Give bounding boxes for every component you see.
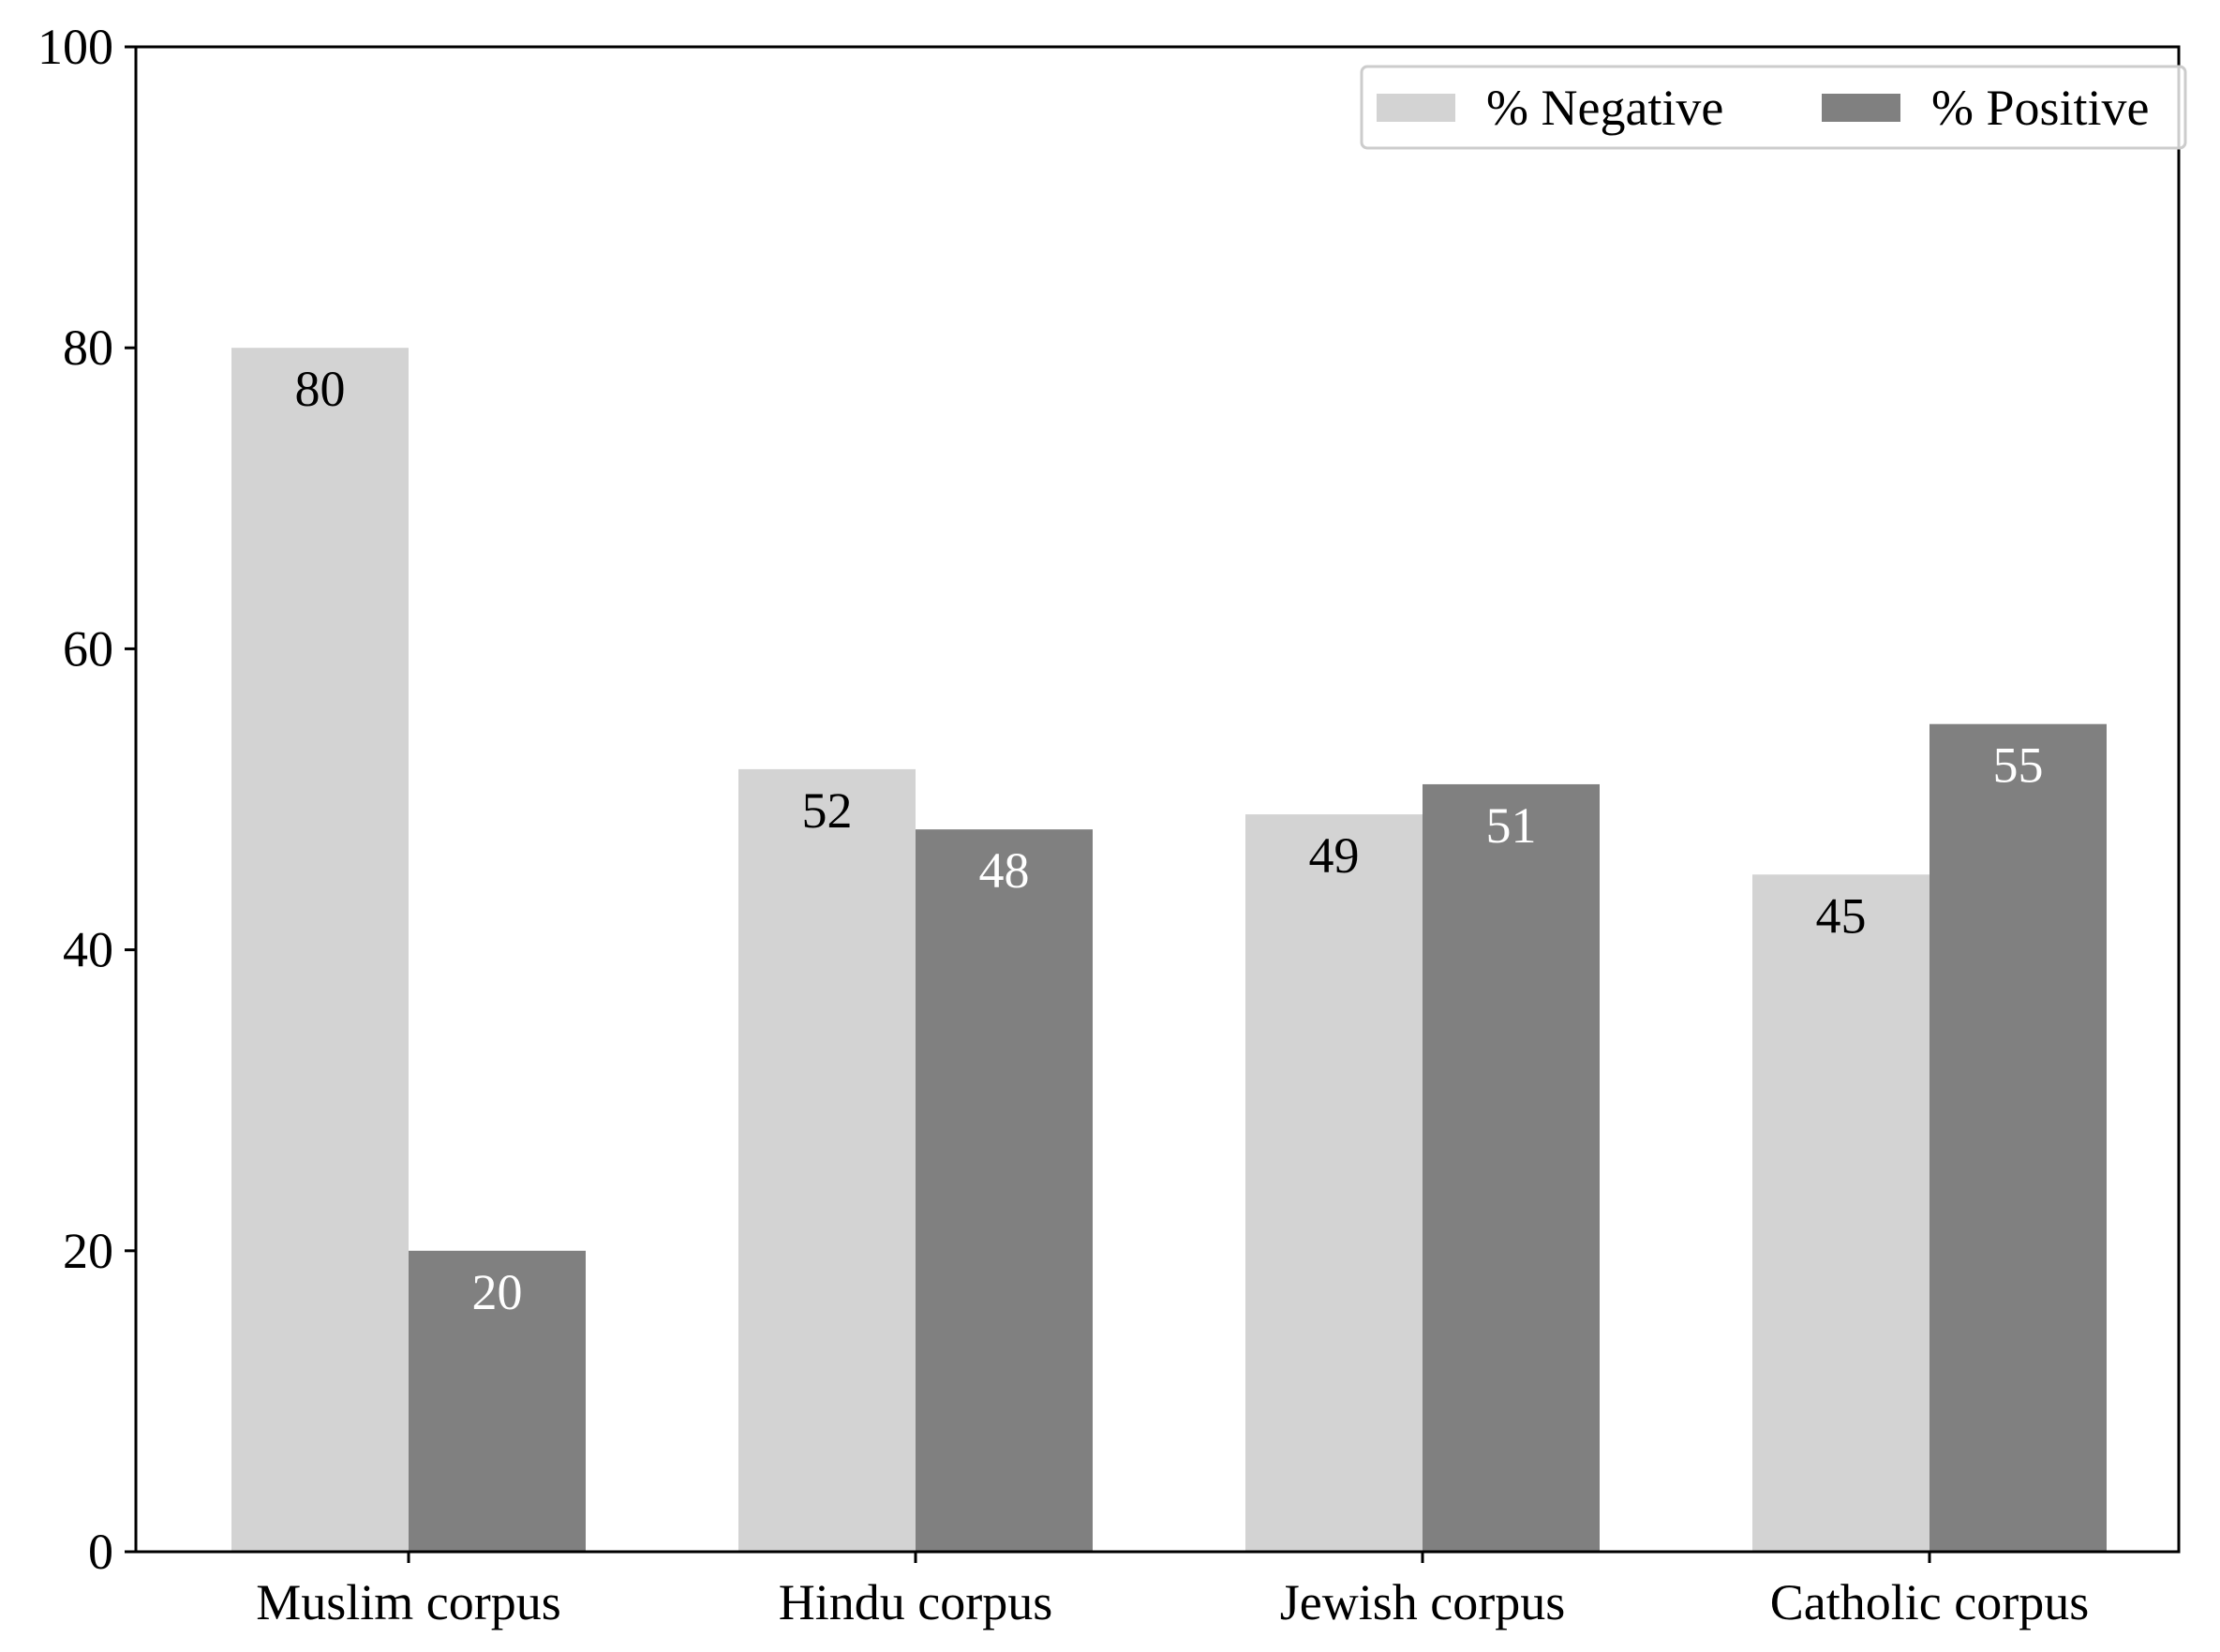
bar-catholic-corpus-negative <box>1752 874 1929 1552</box>
legend-label-negative: % Negative <box>1486 80 1723 136</box>
bar-jewish-corpus-negative <box>1245 814 1423 1552</box>
bar-hindu-corpus-positive <box>916 829 1093 1552</box>
y-axis-ticks: 0 20 40 60 80 100 <box>37 19 136 1580</box>
legend-swatch-positive <box>1822 94 1900 122</box>
y-tick-label: 80 <box>63 320 113 376</box>
bar-jewish-corpus-positive <box>1423 783 1600 1552</box>
bar-muslim-corpus-positive <box>409 1250 586 1552</box>
x-tick-label: Hindu corpus <box>779 1574 1052 1630</box>
bar-value-label-jewish-corpus-positive: 51 <box>1486 797 1537 854</box>
y-tick-label: 40 <box>63 922 113 978</box>
bar-catholic-corpus-positive <box>1929 723 2107 1552</box>
bar-value-label-catholic-corpus-positive: 55 <box>1993 737 2044 794</box>
y-tick-label: 20 <box>63 1223 113 1279</box>
y-tick-label: 0 <box>88 1524 113 1580</box>
legend-label-positive: % Positive <box>1931 80 2150 136</box>
bars-group <box>231 348 2107 1553</box>
bar-value-label-muslim-corpus-positive: 20 <box>472 1264 523 1320</box>
bar-value-label-jewish-corpus-negative: 49 <box>1309 827 1360 884</box>
x-tick-label: Jewish corpus <box>1280 1574 1565 1630</box>
legend-swatch-negative <box>1377 94 1455 122</box>
x-tick-label: Catholic corpus <box>1770 1574 2089 1630</box>
legend-box <box>1360 65 2187 150</box>
bar-value-label-hindu-corpus-negative: 52 <box>802 782 853 839</box>
x-axis-ticks: Muslim corpus Hindu corpus Jewish corpus Ca… <box>256 1552 2089 1630</box>
bar-value-label-hindu-corpus-positive: 48 <box>979 842 1030 899</box>
bar-value-label-muslim-corpus-negative: 80 <box>295 361 346 417</box>
legend: % Negative % Positive <box>1360 65 2187 150</box>
y-tick-label: 60 <box>63 620 113 677</box>
y-tick-label: 100 <box>37 19 113 75</box>
bar-value-label-catholic-corpus-negative: 45 <box>1816 887 1867 944</box>
axes-group <box>134 45 2181 1554</box>
bar-labels-group: 80 20 52 48 49 51 45 55 <box>295 361 2044 1320</box>
plot-frame <box>134 45 2181 1554</box>
bar-hindu-corpus-negative <box>738 768 916 1552</box>
x-tick-label: Muslim corpus <box>256 1574 561 1630</box>
bar-muslim-corpus-negative <box>231 348 409 1553</box>
